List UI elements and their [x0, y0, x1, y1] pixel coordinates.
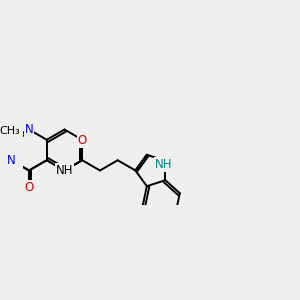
- Text: O: O: [24, 181, 34, 194]
- Text: NH: NH: [56, 164, 73, 177]
- Text: N: N: [25, 123, 33, 136]
- Text: N: N: [7, 154, 16, 167]
- Text: O: O: [78, 134, 87, 148]
- Text: NH: NH: [154, 158, 172, 171]
- Text: CH₃: CH₃: [0, 126, 20, 136]
